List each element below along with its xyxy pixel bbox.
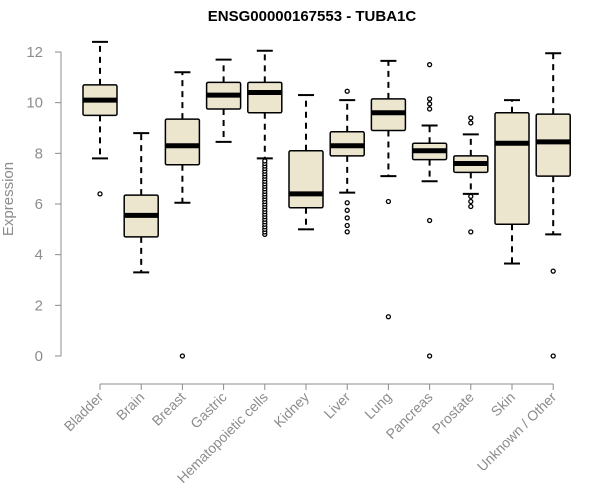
y-axis: 0 2 4 6 8 10 12 <box>26 44 62 365</box>
y-tick-label: 4 <box>35 247 43 264</box>
outlier-point <box>97 191 103 197</box>
box-breast <box>164 71 201 359</box>
y-axis-label: Expression <box>0 162 17 236</box>
y-tick-label: 8 <box>35 145 43 162</box>
box-iqr <box>247 81 283 114</box>
outlier-point <box>344 207 350 213</box>
outlier-point <box>344 222 350 229</box>
box-iqr <box>494 112 530 226</box>
box-gastric <box>205 58 242 143</box>
outlier-point <box>344 88 350 94</box>
x-tick-label: Lung <box>361 389 394 422</box>
outlier-point <box>426 62 433 68</box>
outlier-point <box>468 193 474 200</box>
outlier-point <box>426 217 433 224</box>
y-tick-label: 10 <box>26 95 43 112</box>
outlier-point <box>385 198 392 205</box>
outlier-point <box>426 96 433 102</box>
box-brain <box>123 132 159 274</box>
box-iqr <box>164 118 201 166</box>
box-skin <box>494 99 530 265</box>
outlier-point <box>550 353 556 359</box>
x-tick-label: Skin <box>488 389 519 420</box>
y-tick-label: 6 <box>35 196 43 213</box>
x-tick-label: Bladder <box>61 389 107 435</box>
box-lung <box>370 59 407 320</box>
outlier-point <box>344 215 350 221</box>
outlier-point <box>468 229 474 235</box>
x-tick-label: Liver <box>321 389 354 422</box>
x-tick-label: Breast <box>149 389 189 429</box>
y-tick-label: 0 <box>35 348 43 365</box>
outlier-point <box>426 106 433 112</box>
box-unknown-other <box>535 52 571 359</box>
box-prostate <box>453 115 489 235</box>
outlier-point <box>344 229 350 235</box>
box-iqr <box>288 150 324 209</box>
box-kidney <box>288 94 324 231</box>
outlier-point <box>179 353 186 359</box>
box-hematopoietic-cells <box>247 49 283 238</box>
outlier-point <box>344 200 350 206</box>
box-iqr <box>535 113 571 177</box>
x-tick-label: Prostate <box>429 389 477 437</box>
outlier-point <box>468 198 474 205</box>
box-series <box>82 40 571 359</box>
outlier-point <box>426 101 433 107</box>
outlier-point <box>550 268 556 274</box>
outlier-point <box>426 353 433 359</box>
y-tick-label: 2 <box>35 297 43 314</box>
y-tick-label: 12 <box>26 44 43 61</box>
outlier-point <box>468 203 474 210</box>
outlier-point <box>468 115 474 121</box>
box-bladder <box>82 40 118 197</box>
chart-title: ENSG00000167553 - TUBA1C <box>208 8 417 25</box>
outlier-point <box>468 120 474 126</box>
outlier-point <box>262 158 268 164</box>
box-pancreas <box>411 62 448 359</box>
x-tick-label: Kidney <box>271 389 313 431</box>
box-liver <box>329 88 365 235</box>
outlier-point <box>385 314 392 320</box>
x-tick-label: Brain <box>113 389 147 423</box>
